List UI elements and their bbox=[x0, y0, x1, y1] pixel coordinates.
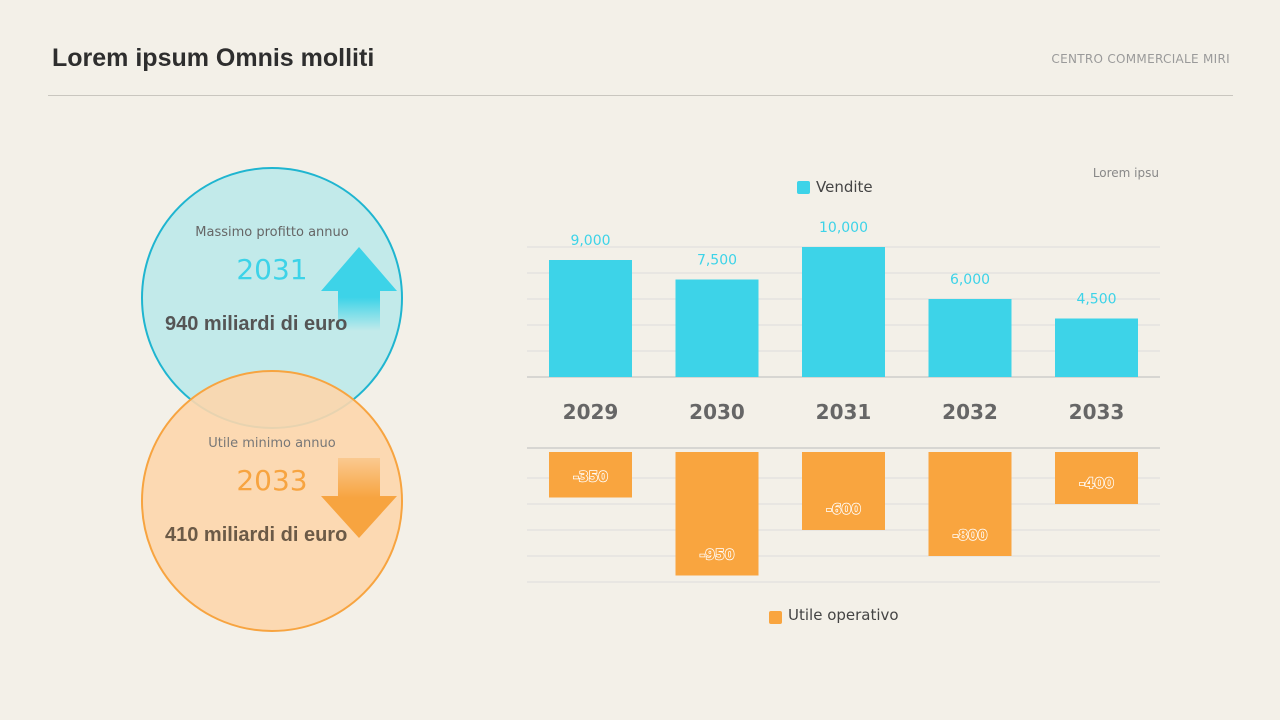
x-tick-label: 2029 bbox=[563, 400, 619, 424]
data-label-utile: -800 bbox=[952, 528, 987, 544]
data-label-vendite: 7,500 bbox=[697, 253, 737, 269]
arrow-up-icon bbox=[321, 247, 397, 331]
card-value: 410 miliardi di euro bbox=[165, 524, 348, 546]
bar-vendite-2030 bbox=[675, 279, 759, 377]
legend-swatch-utile bbox=[769, 611, 782, 624]
bar-vendite-2029 bbox=[549, 260, 632, 377]
bar-utile-2032 bbox=[928, 452, 1012, 556]
data-label-vendite: 9,000 bbox=[570, 233, 610, 249]
bar-vendite-2033 bbox=[1055, 318, 1138, 377]
data-label-utile: -400 bbox=[1079, 476, 1114, 492]
data-label-vendite: 4,500 bbox=[1076, 292, 1116, 308]
card-year: 2031 bbox=[236, 253, 308, 286]
x-tick-label: 2031 bbox=[816, 400, 872, 424]
bar-utile-2031 bbox=[802, 452, 885, 530]
bar-utile-2029 bbox=[549, 452, 632, 498]
bar-utile-2033 bbox=[1055, 452, 1138, 504]
x-tick-label: 2032 bbox=[942, 400, 998, 424]
max-profit-card: Massimo profitto annuo 2031 940 miliardi… bbox=[141, 167, 403, 429]
card-value: 940 miliardi di euro bbox=[165, 313, 348, 335]
card-year: 2033 bbox=[236, 464, 308, 497]
data-label-vendite: 6,000 bbox=[950, 272, 990, 288]
data-label-utile: -950 bbox=[699, 548, 734, 564]
data-label-utile: -600 bbox=[826, 502, 861, 518]
data-label-vendite: 10,000 bbox=[819, 220, 868, 236]
bar-vendite-2031 bbox=[802, 247, 885, 377]
brand-name: CENTRO COMMERCIALE MIRI bbox=[1051, 52, 1230, 66]
bar-utile-2030 bbox=[675, 452, 759, 576]
data-label-utile: -350 bbox=[573, 470, 608, 486]
arrow-down-icon bbox=[321, 458, 397, 538]
min-profit-card: Utile minimo annuo 2033 410 miliardi di … bbox=[141, 370, 403, 632]
legend-swatch-vendite bbox=[797, 181, 810, 194]
header-divider bbox=[48, 95, 1233, 96]
bar-vendite-2032 bbox=[928, 299, 1012, 377]
x-tick-label: 2033 bbox=[1069, 400, 1125, 424]
card-label: Massimo profitto annuo bbox=[195, 225, 349, 240]
x-tick-label: 2030 bbox=[689, 400, 745, 424]
card-label: Utile minimo annuo bbox=[208, 436, 336, 451]
chart-note: Lorem ipsu bbox=[1093, 166, 1159, 180]
page-title: Lorem ipsum Omnis molliti bbox=[52, 44, 375, 72]
legend-label-vendite: Vendite bbox=[816, 178, 873, 196]
legend-label-utile: Utile operativo bbox=[788, 606, 899, 624]
